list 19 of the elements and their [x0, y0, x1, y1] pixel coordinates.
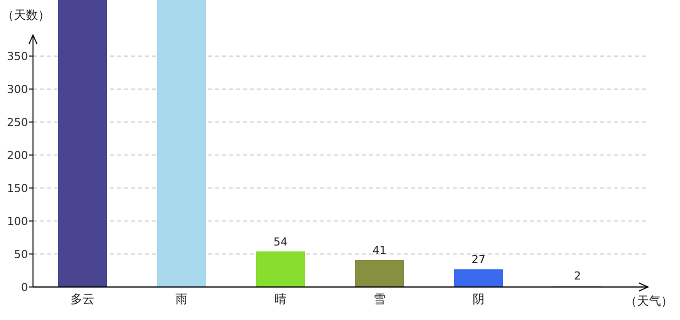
- x-tick-label: 阴: [472, 292, 484, 306]
- y-tick-label: 300: [7, 83, 28, 96]
- x-axis-title: （天气）: [625, 294, 673, 308]
- data-label: 27: [472, 253, 486, 266]
- data-label: 2: [574, 270, 581, 283]
- y-tick-label: 0: [21, 281, 28, 294]
- y-tick-label: 150: [7, 182, 28, 196]
- y-tick-label: 350: [7, 50, 28, 64]
- x-tick-label: 多云: [70, 292, 94, 306]
- y-tick-label: 250: [7, 116, 28, 130]
- x-tick-label: 雨: [176, 292, 188, 306]
- y-tick-label: 200: [7, 149, 28, 162]
- y-axis-title: （天数）: [2, 8, 50, 22]
- data-label: 54: [274, 235, 288, 248]
- y-tick-label: 50: [14, 248, 28, 262]
- x-tick-label: 雪: [374, 292, 386, 306]
- data-label: 41: [372, 244, 386, 257]
- y-tick-label: 100: [7, 215, 28, 228]
- x-tick-label: 晴: [274, 292, 286, 306]
